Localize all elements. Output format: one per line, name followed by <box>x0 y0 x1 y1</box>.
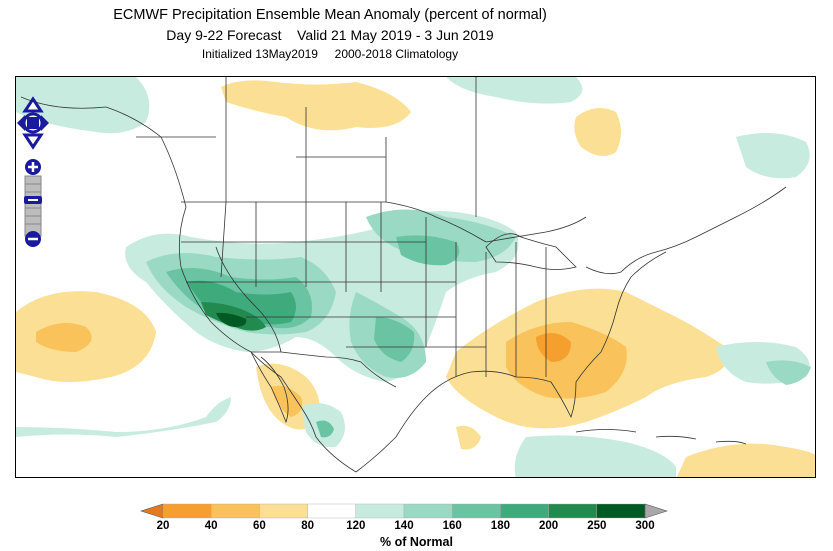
region-gulf-dry <box>456 425 481 450</box>
climatology-range: 2000-2018 Climatology <box>334 47 459 61</box>
us-canada-border <box>181 201 587 243</box>
great-lakes <box>485 233 577 270</box>
below-normal-shading <box>16 80 815 477</box>
legend-bin <box>452 503 501 519</box>
legend-bin <box>403 503 453 519</box>
legend-tick-label: 40 <box>204 520 218 532</box>
legend-bin <box>500 503 549 519</box>
region-plains-wet2 <box>374 317 415 362</box>
legend-bin <box>355 503 405 519</box>
region-baja-dry2 <box>271 385 303 417</box>
pan-control <box>17 96 49 150</box>
legend <box>0 496 833 551</box>
legend-tick-label: 300 <box>635 520 655 532</box>
caribbean-islands <box>575 429 747 445</box>
pan-up-icon[interactable] <box>22 96 44 113</box>
above-normal-shading <box>16 77 811 477</box>
zoom-control <box>24 159 42 247</box>
legend-under-arrow <box>140 503 164 519</box>
legend-colorbar <box>140 503 668 519</box>
legend-tick-label: 180 <box>490 520 510 532</box>
valid-range: Valid 21 May 2019 - 3 Jun 2019 <box>297 27 494 43</box>
legend-tick-label: 160 <box>442 520 462 532</box>
legend-title: % of Normal <box>380 535 453 549</box>
map-navigation <box>15 96 55 256</box>
region-west-wet-core <box>216 312 247 327</box>
forecast-line: Day 9-22 Forecast Valid 21 May 2019 - 3 … <box>0 27 660 43</box>
us-states <box>181 201 547 377</box>
legend-tick-label: 200 <box>539 520 559 532</box>
zoom-slider-track[interactable] <box>24 175 42 237</box>
map-panel[interactable] <box>15 76 816 478</box>
legend-tick-label: 60 <box>252 520 266 532</box>
political-boundaries <box>20 77 787 473</box>
legend-tick-label: 80 <box>301 520 314 532</box>
region-atlantic-wet2 <box>766 360 811 385</box>
pan-right-icon[interactable] <box>41 115 49 131</box>
legend-bin <box>210 503 260 519</box>
legend-bin <box>307 503 357 519</box>
map-canvas <box>16 77 815 477</box>
baja-coast <box>250 351 289 424</box>
map-title: ECMWF Precipitation Ensemble Mean Anomal… <box>113 7 547 23</box>
legend-tick-label: 20 <box>156 520 170 532</box>
legend-tick-label: 250 <box>587 520 607 532</box>
east-coast <box>585 186 787 275</box>
region-south-mexico-dry <box>676 443 815 477</box>
region-pacific-south-wet <box>16 397 231 437</box>
initialized-date: Initialized 13May2019 <box>201 47 318 61</box>
region-mexico-wet2 <box>316 420 334 438</box>
region-pacific-dry-core <box>36 323 92 352</box>
region-southeast-dry2 <box>506 322 627 399</box>
init-line: Initialized 13May2019 2000-2018 Climatol… <box>0 47 660 61</box>
gulf-coast <box>355 251 667 473</box>
region-midwest-wet2 <box>396 235 460 266</box>
region-central-america-wet <box>514 435 676 477</box>
canada-provinces <box>136 77 477 217</box>
legend-bin <box>259 503 308 519</box>
us-mexico-border <box>251 351 397 388</box>
pan-left-icon[interactable] <box>17 115 25 131</box>
legend-bin <box>596 503 646 519</box>
legend-bin <box>162 503 212 519</box>
region-labrador-dry <box>574 108 621 156</box>
region-alaska-wet <box>16 77 150 134</box>
coastline-west <box>20 96 357 473</box>
legend-bin <box>548 503 597 519</box>
region-hudson-wet <box>736 133 810 179</box>
region-southeast-dry-core <box>536 333 571 362</box>
pan-down-icon[interactable] <box>22 133 44 150</box>
region-west-wet4 <box>186 280 296 325</box>
legend-tick-label: 140 <box>394 520 414 532</box>
forecast-range: Day 9-22 Forecast <box>166 27 282 43</box>
legend-tick-label: 120 <box>346 520 366 532</box>
legend-over-arrow <box>644 503 668 519</box>
region-north-wet <box>446 77 583 104</box>
region-north-pacific-dry <box>221 80 411 131</box>
